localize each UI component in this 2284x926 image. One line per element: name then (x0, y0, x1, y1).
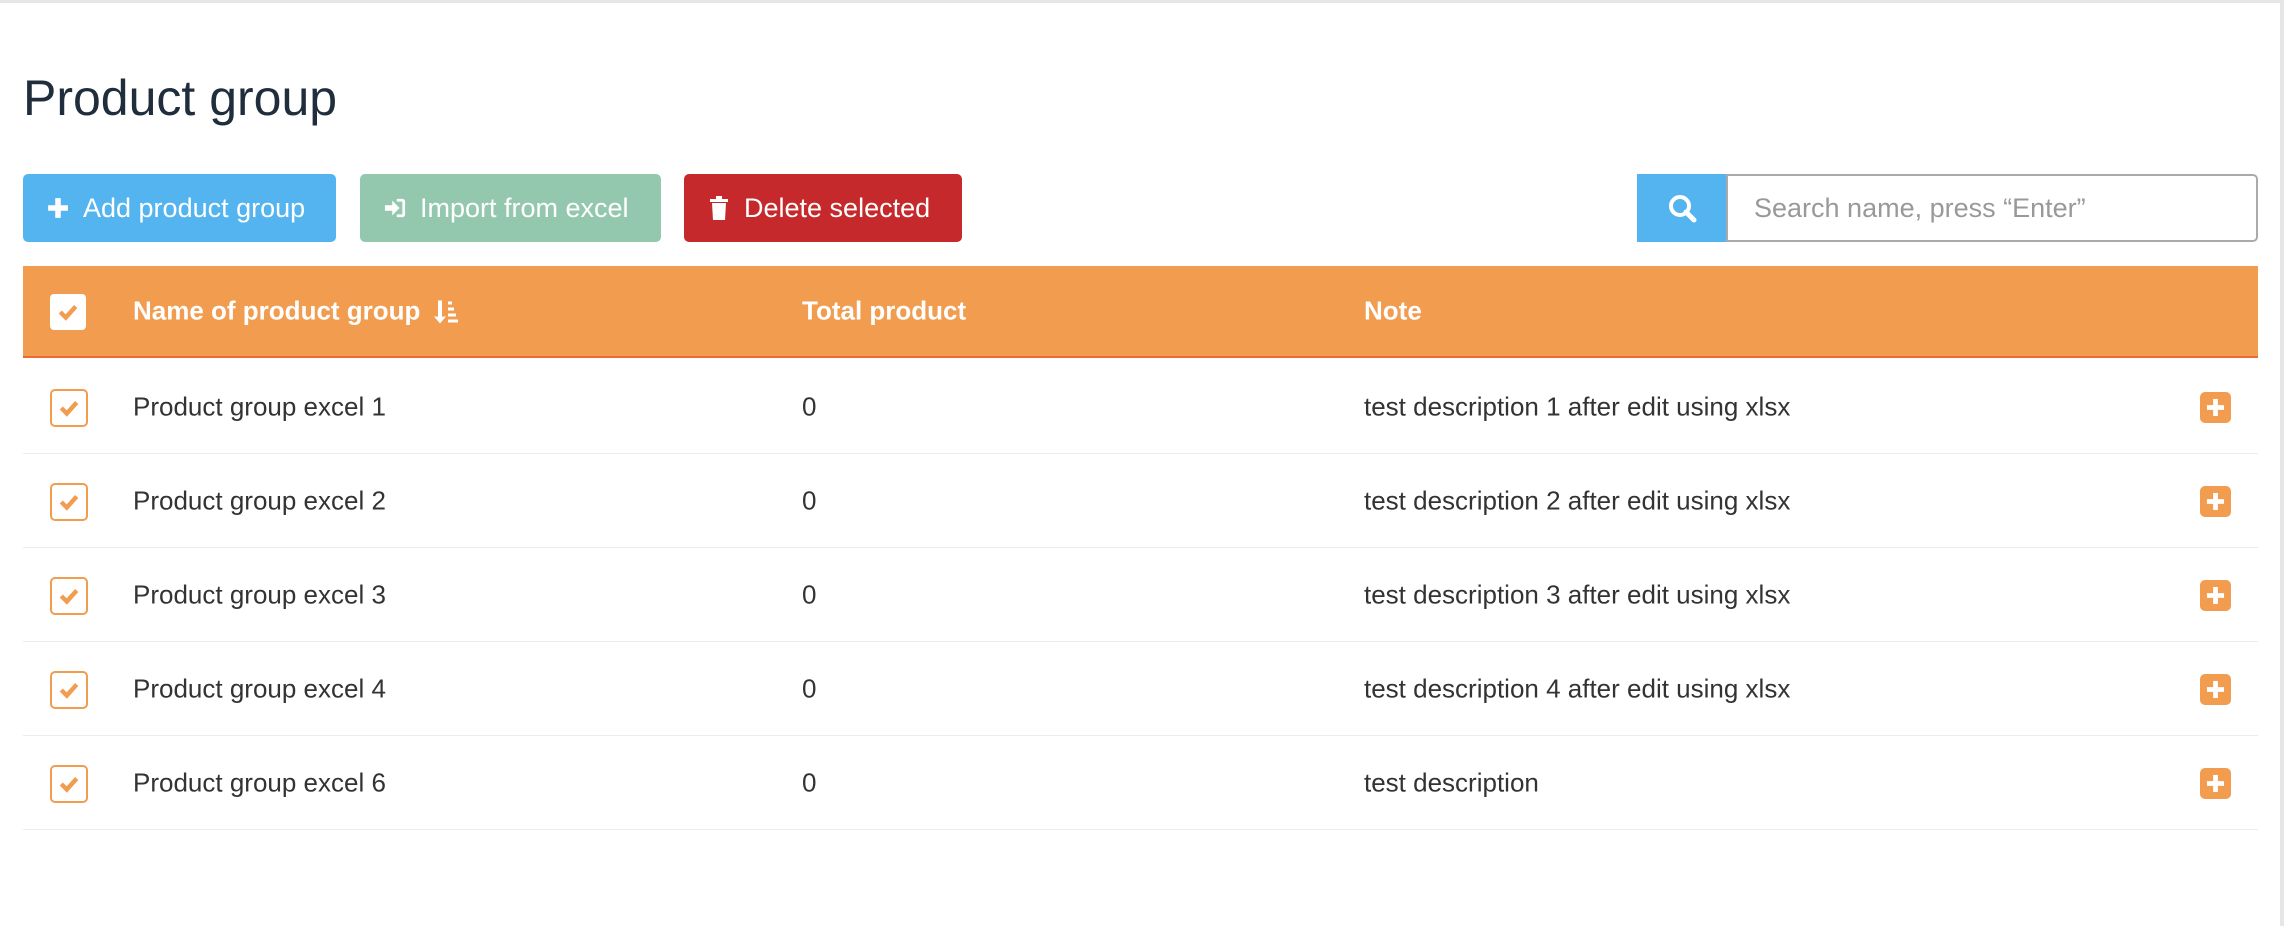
column-name-label: Name of product group (133, 295, 421, 326)
row-total: 0 (802, 391, 817, 421)
table-header: Name of product group Total product Note (23, 266, 2258, 358)
select-all-checkbox[interactable] (50, 294, 86, 330)
row-checkbox[interactable] (50, 483, 88, 521)
add-label: Add product group (83, 192, 306, 223)
plus-icon (48, 198, 68, 218)
row-note: test description 2 after edit using xlsx (1364, 485, 1791, 515)
search-icon (1668, 195, 1696, 223)
plus-icon (2206, 680, 2225, 699)
check-icon (59, 777, 79, 793)
plus-icon (2206, 586, 2225, 605)
plus-icon (2206, 492, 2225, 511)
row-checkbox[interactable] (50, 577, 88, 615)
sign-in-icon (384, 198, 406, 218)
row-note: test description 3 after edit using xlsx (1364, 579, 1791, 609)
expand-row-button[interactable] (2200, 486, 2231, 517)
check-icon (58, 305, 78, 321)
column-header-note[interactable]: Note (1364, 295, 1422, 326)
plus-icon (2206, 398, 2225, 417)
add-product-group-button[interactable]: Add product group (23, 174, 336, 242)
expand-row-button[interactable] (2200, 674, 2231, 705)
search-button[interactable] (1637, 174, 1726, 242)
search-input[interactable] (1726, 174, 2258, 242)
column-header-total[interactable]: Total product (802, 295, 967, 326)
row-checkbox[interactable] (50, 389, 88, 427)
row-name: Product group excel 3 (133, 579, 386, 609)
row-name: Product group excel 6 (133, 767, 386, 797)
row-total: 0 (802, 673, 817, 703)
row-name: Product group excel 2 (133, 485, 386, 515)
row-note: test description 1 after edit using xlsx (1364, 391, 1791, 421)
row-total: 0 (802, 579, 817, 609)
row-total: 0 (802, 485, 817, 515)
row-name: Product group excel 1 (133, 391, 386, 421)
row-checkbox[interactable] (50, 765, 88, 803)
page-title: Product group (23, 70, 338, 126)
row-total: 0 (802, 767, 817, 797)
expand-row-button[interactable] (2200, 768, 2231, 799)
import-from-excel-button[interactable]: Import from excel (360, 174, 661, 242)
row-name: Product group excel 4 (133, 673, 386, 703)
check-icon (59, 401, 79, 417)
check-icon (59, 589, 79, 605)
table-row: Product group excel 4 0 test description… (23, 642, 2258, 736)
row-checkbox[interactable] (50, 671, 88, 709)
table-row: Product group excel 6 0 test description (23, 736, 2258, 830)
table-row: Product group excel 1 0 test description… (23, 360, 2258, 454)
plus-icon (2206, 774, 2225, 793)
check-icon (59, 683, 79, 699)
table-row: Product group excel 3 0 test description… (23, 548, 2258, 642)
check-icon (59, 495, 79, 511)
expand-row-button[interactable] (2200, 580, 2231, 611)
delete-selected-button[interactable]: Delete selected (684, 174, 962, 242)
sort-ascending-icon (434, 300, 459, 323)
column-header-name[interactable]: Name of product group (133, 295, 459, 327)
table-row: Product group excel 2 0 test description… (23, 454, 2258, 548)
import-label: Import from excel (420, 192, 629, 223)
row-note: test description 4 after edit using xlsx (1364, 673, 1791, 703)
row-note: test description (1364, 767, 1539, 797)
expand-row-button[interactable] (2200, 392, 2231, 423)
delete-label: Delete selected (744, 192, 931, 223)
trash-icon (710, 196, 728, 220)
